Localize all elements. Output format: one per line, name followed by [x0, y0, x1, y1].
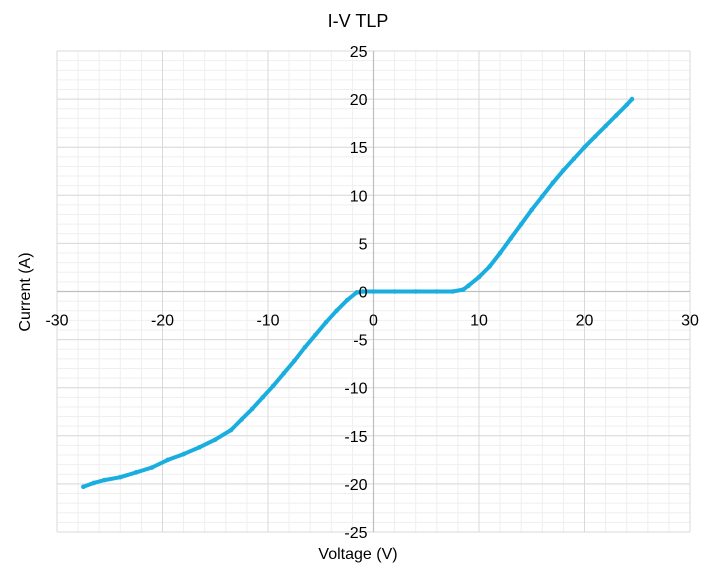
y-tick-label: 15: [350, 140, 368, 157]
data-point: [133, 470, 139, 475]
data-point: [91, 480, 97, 486]
data-point: [550, 180, 556, 186]
data-point: [392, 289, 397, 294]
x-tick-label: 0: [369, 313, 378, 330]
x-tick-label: -20: [151, 313, 174, 330]
data-point: [249, 406, 255, 412]
y-tick-label: -20: [344, 477, 367, 494]
data-point: [354, 290, 359, 295]
data-point: [292, 358, 297, 364]
data-point: [181, 451, 186, 457]
series-layer: [81, 96, 635, 490]
data-point: [344, 297, 350, 303]
y-tick-label: 25: [350, 44, 368, 61]
data-point: [228, 427, 234, 433]
y-tick-label: 10: [350, 188, 368, 205]
data-point: [450, 289, 455, 294]
data-point: [260, 395, 266, 400]
data-point: [487, 264, 492, 269]
data-point: [313, 332, 318, 338]
x-tick-label: 10: [470, 313, 488, 330]
data-point: [592, 134, 598, 139]
y-tick-label: -10: [344, 381, 367, 398]
y-tick-label: 5: [359, 236, 368, 253]
x-tick-label: 20: [576, 313, 594, 330]
data-point: [197, 445, 202, 450]
data-point: [561, 167, 566, 173]
data-point: [529, 207, 535, 213]
data-point: [476, 274, 482, 280]
y-tick-label: -5: [353, 333, 367, 350]
data-point: [624, 102, 629, 108]
data-point: [212, 437, 218, 442]
data-point: [629, 96, 635, 102]
data-point: [334, 308, 339, 314]
data-point: [323, 319, 329, 325]
x-axis-label: Voltage (V): [318, 546, 397, 563]
data-point: [497, 250, 503, 256]
data-point: [102, 477, 107, 483]
data-point: [270, 383, 276, 389]
y-tick-label: 0: [359, 285, 368, 302]
y-tick-label: 20: [350, 92, 368, 109]
data-point: [518, 221, 524, 227]
y-tick-label: -15: [344, 429, 367, 446]
data-point: [118, 474, 123, 480]
x-tick-label: -10: [256, 313, 279, 330]
chart-title: I-V TLP: [328, 11, 389, 31]
data-point: [165, 457, 171, 463]
x-tick-label: 30: [681, 313, 699, 330]
data-point: [434, 289, 440, 294]
data-point: [571, 156, 577, 162]
data-point: [81, 484, 86, 490]
data-point: [466, 283, 471, 289]
data-point: [508, 236, 513, 241]
y-tick-label: -25: [344, 525, 367, 542]
data-point: [540, 193, 545, 199]
y-axis-label: Current (A): [17, 252, 34, 331]
data-point: [603, 123, 608, 129]
data-point: [149, 465, 155, 470]
data-point: [302, 344, 308, 350]
data-point: [281, 370, 287, 376]
data-point: [360, 289, 366, 294]
data-point: [582, 144, 587, 150]
data-point: [460, 287, 466, 292]
data-point: [371, 289, 376, 294]
data-point: [613, 113, 619, 118]
x-tick-label: -30: [45, 313, 68, 330]
data-point: [413, 289, 419, 294]
data-point: [239, 417, 244, 422]
